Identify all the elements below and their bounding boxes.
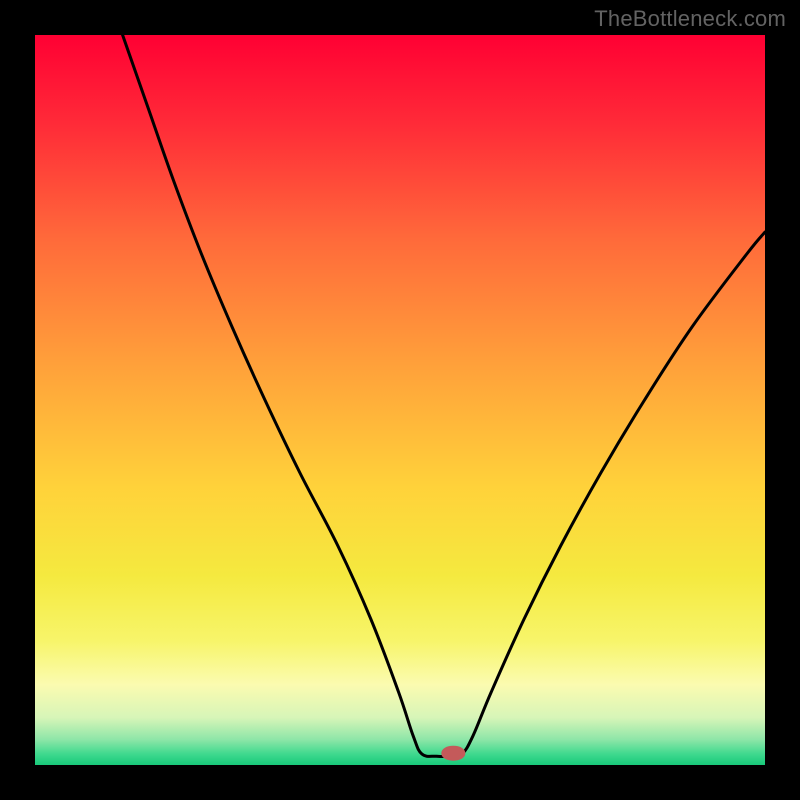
chart-frame: TheBottleneck.com: [0, 0, 800, 800]
curve-layer: [35, 35, 765, 765]
bottleneck-curve: [123, 35, 765, 757]
optimal-point-marker: [442, 746, 465, 761]
plot-area: [35, 35, 765, 765]
watermark-text: TheBottleneck.com: [594, 6, 786, 32]
